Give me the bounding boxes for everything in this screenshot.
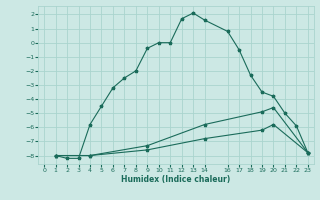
X-axis label: Humidex (Indice chaleur): Humidex (Indice chaleur) bbox=[121, 175, 231, 184]
